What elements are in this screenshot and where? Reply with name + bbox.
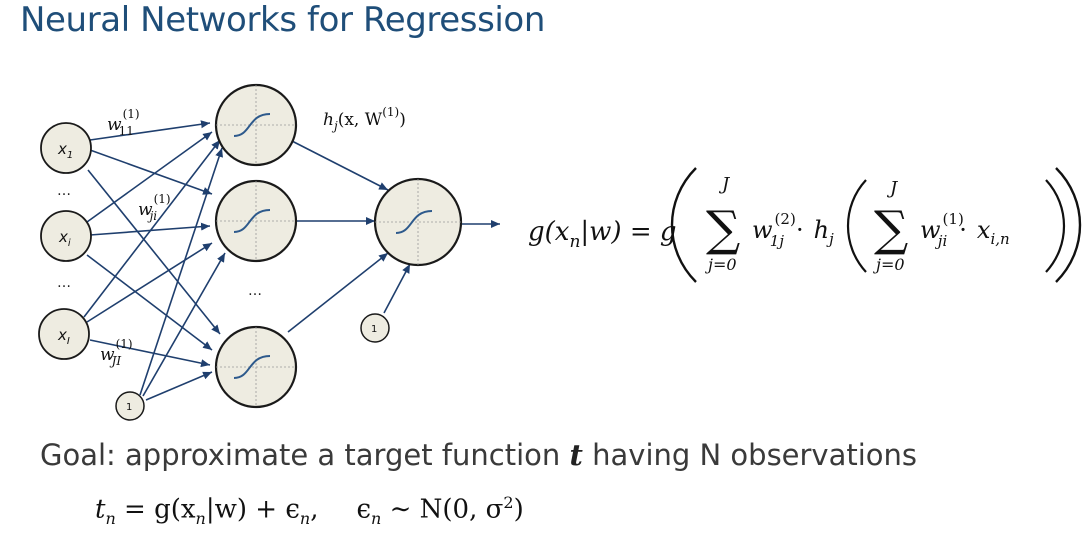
svg-text:x1: x1 [57,140,73,161]
edge-bias-h2 [142,252,226,397]
edge-bias-h3 [145,371,213,401]
svg-text:w(2)1j·hj: w (2) 1j · hj [752,210,834,250]
sum1-sigma: ∑ [706,201,740,257]
input-label: x [57,326,67,344]
svg-text:xi: xi [58,228,71,249]
hidden-node-3 [214,325,298,409]
input-sub: 1 [67,150,73,161]
input-sub: I [67,336,70,347]
svg-text:xI: xI [57,326,70,347]
inner-left-paren [847,179,867,273]
svg-text:w(1)ji·xi,n: w (1) ji · xi,n [920,210,1010,250]
input-node-i: xi [40,210,92,262]
input-node-I: xI [38,308,90,360]
input-label: x [57,140,67,158]
weight-label-w11: w(1) 11 [107,107,140,138]
sum2-top: J [886,178,899,199]
ellipsis-hidden: … [248,283,262,299]
input-sub: i [68,238,71,249]
edge-xi-h1 [86,131,213,223]
slide-title: Neural Networks for Regression [20,0,545,40]
dot2: · [959,216,967,244]
edge-bias2-out [383,263,411,314]
weight-label-wji: w(1) ji [138,192,171,223]
input-bias-node: 1 [115,391,145,421]
output-node [373,177,463,267]
edge-xI-h3 [89,339,211,368]
ellipsis-2: … [57,275,71,291]
svg-text:1: 1 [126,402,132,413]
edge-xI-h2 [86,242,213,323]
edge-x1-h3 [87,169,221,335]
edge-bias-h1 [139,147,223,396]
edge-h1-out [289,139,389,191]
svg-text:1: 1 [371,324,377,335]
sum1-top: J [718,174,731,195]
edge-x1-h2 [89,149,213,195]
inner-right-paren [1045,179,1065,273]
sum2-sigma: ∑ [874,201,908,257]
regression-formula: g(xn|w) = g J ∑ j=0 w (2) 1j · hj J ∑ j=0 w(… [528,167,1082,283]
hidden-bias-node: 1 [360,313,390,343]
input-label: x [58,228,68,246]
dot1: · [796,216,804,244]
sum1-bottom: j=0 [705,255,737,274]
hidden-node-1 [214,83,298,167]
hidden-activation-label: hj(x, W(1)) [323,105,406,133]
outer-right-paren [1055,167,1082,283]
w2: w [752,216,773,244]
outer-left-paren [670,167,697,283]
svg-text:g(xn|w) = g: g(xn|w) = g [528,217,677,252]
goal-statement: Goal: approximate a target function t ha… [40,438,918,472]
input-hidden-connections [83,120,226,401]
input-node-1: x1 [40,122,92,174]
edge-h3-out [287,252,389,333]
formula-lhs-rest: |w) = g [580,217,676,247]
w1: w [920,216,941,244]
edge-xi-h3 [86,254,213,351]
h: h [814,216,829,244]
x: x [977,216,991,244]
hidden-node-2 [214,179,298,263]
formula-lhs: g(x [528,217,570,247]
edge-x1-h1 [89,120,211,141]
ellipsis-1: … [57,183,71,199]
weight-label-wJI: w(1) JI [100,337,133,368]
hidden-output-connections [287,139,500,333]
observation-model: tn = g(xn|w) + ϵn, ϵn ∼ N(0, σ2) [95,493,524,528]
target-variable: t [569,438,583,472]
edge-xI-h1 [83,139,221,318]
sum2-bottom: j=0 [873,255,905,274]
